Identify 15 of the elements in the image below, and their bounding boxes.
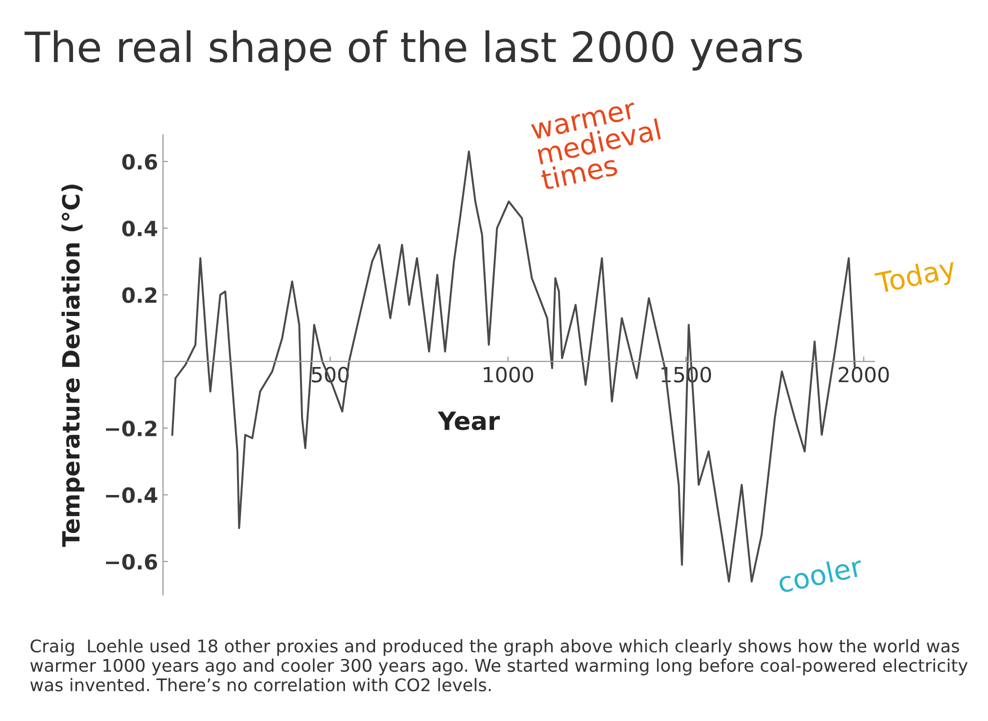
chart-title: The real shape of the last 2000 years [24, 30, 802, 71]
y-tick-label: −0.6 [106, 554, 158, 570]
y-tick-label: −0.4 [106, 487, 158, 504]
y-tick-label: 0.6 [122, 154, 158, 170]
y-axis-title: Temperature Deviation (°C) [62, 184, 84, 547]
y-tick-label: 0.2 [122, 287, 156, 304]
text: Today [874, 256, 958, 300]
annotation: cooler [777, 554, 864, 594]
y-tick-label: −0.2 [106, 420, 156, 436]
y-tick-label: 0.4 [122, 220, 158, 236]
x-tick-label: 1000 [484, 366, 534, 382]
text: Craig Loehle used 18 other proxies and produced the graph above which clearly shows how the world was warmer 1000 years ago and cooler 300 years ago. We started warming long before coal-powered electricity was invented. There’s no correlation with CO2 levels. [30, 639, 968, 692]
x-axis-title: Year [438, 412, 500, 430]
x-tick-label: 2000 [838, 366, 889, 382]
annotation: warmer medieval times [530, 102, 661, 190]
